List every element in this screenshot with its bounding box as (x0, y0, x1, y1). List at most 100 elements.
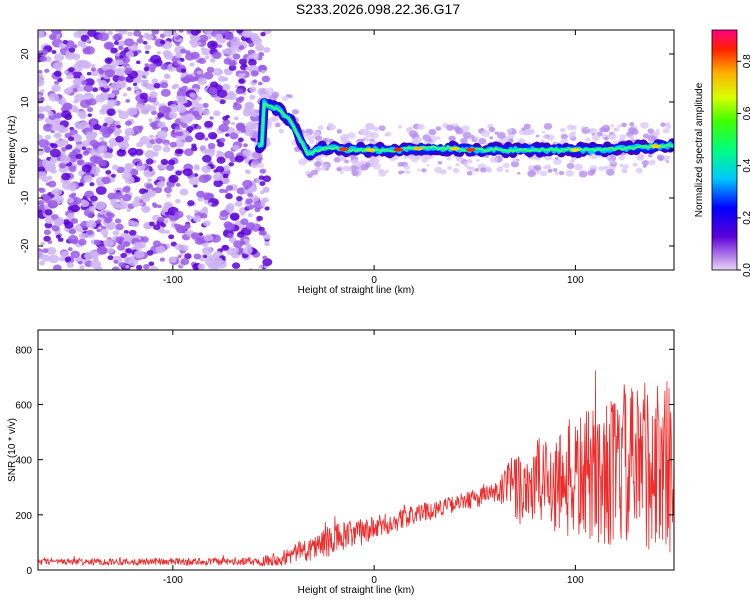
noise-blob (113, 33, 123, 41)
noise-blob (113, 259, 119, 264)
haze-blob (364, 122, 374, 130)
noise-blob (178, 95, 185, 101)
noise-blob (108, 144, 114, 149)
noise-blob (50, 30, 62, 35)
spectrogram-plot-area (38, 30, 674, 270)
noise-blob (238, 45, 245, 51)
noise-blob (52, 188, 62, 196)
noise-blob (55, 133, 61, 137)
noise-blob (43, 105, 53, 113)
noise-blob (133, 86, 140, 91)
noise-blob (118, 141, 130, 150)
noise-blob (38, 78, 45, 87)
noise-blob (224, 96, 229, 100)
noise-blob (209, 81, 219, 88)
noise-blob (113, 40, 119, 45)
haze-blob (589, 128, 594, 132)
noise-blob (237, 137, 244, 143)
noise-blob (44, 217, 54, 224)
haze-blob (428, 128, 437, 136)
noise-blob (140, 105, 147, 110)
noise-blob (143, 223, 152, 230)
noise-blob (240, 212, 245, 216)
noise-blob (236, 30, 243, 34)
noise-blob (189, 62, 195, 67)
noise-blob (232, 247, 240, 254)
noise-blob (172, 100, 178, 105)
noise-blob (218, 188, 225, 194)
noise-blob (222, 119, 231, 126)
x-tick-label: -100 (163, 275, 183, 286)
noise-blob (168, 234, 175, 240)
noise-blob (80, 75, 85, 79)
noise-blob (189, 92, 196, 98)
noise-blob (176, 104, 187, 113)
noise-blob (203, 254, 208, 259)
noise-blob (48, 254, 60, 264)
haze-blob (610, 124, 615, 128)
noise-blob (212, 68, 223, 76)
haze-blob (554, 171, 559, 176)
noise-blob (111, 266, 120, 270)
noise-blob (151, 110, 157, 116)
noise-blob (93, 123, 102, 131)
haze-blob (378, 125, 386, 131)
noise-blob (46, 247, 57, 255)
noise-blob (235, 122, 246, 131)
haze-blob (361, 138, 365, 142)
noise-blob (112, 230, 120, 236)
noise-blob (187, 200, 195, 206)
noise-blob (73, 99, 79, 104)
noise-blob (219, 137, 226, 143)
noise-blob (193, 253, 201, 260)
noise-blob (175, 52, 182, 59)
noise-blob (213, 257, 223, 265)
noise-blob (192, 215, 202, 223)
noise-blob (126, 107, 138, 116)
noise-blob (225, 47, 236, 56)
noise-blob (115, 236, 125, 244)
noise-blob (96, 219, 102, 224)
noise-blob (198, 174, 210, 184)
haze-blob (315, 135, 323, 141)
noise-blob (107, 30, 113, 36)
noise-blob (157, 204, 162, 209)
noise-blob (47, 110, 54, 116)
noise-blob (264, 241, 270, 247)
noise-blob (89, 182, 95, 187)
haze-blob (453, 126, 461, 132)
haze-blob (591, 134, 600, 142)
noise-blob (148, 261, 155, 267)
noise-blob (105, 169, 112, 175)
noise-blob (54, 80, 60, 85)
haze-blob (251, 159, 260, 166)
noise-blob (203, 234, 214, 242)
noise-blob (51, 166, 56, 170)
noise-blob (222, 165, 230, 172)
noise-blob (188, 176, 200, 186)
noise-blob (100, 228, 109, 236)
noise-blob (259, 168, 267, 174)
noise-blob (202, 109, 210, 116)
haze-blob (421, 157, 428, 163)
noise-blob (152, 240, 162, 248)
noise-blob (135, 90, 141, 95)
noise-blob (89, 139, 99, 147)
haze-blob (559, 127, 566, 133)
noise-blob (229, 132, 239, 140)
noise-blob (59, 155, 71, 164)
noise-blob (184, 52, 196, 61)
haze-blob (397, 161, 404, 167)
noise-blob (141, 74, 147, 79)
noise-blob (114, 120, 121, 126)
noise-blob (218, 123, 229, 133)
x-tick-label: 0 (371, 275, 377, 286)
noise-blob (163, 52, 174, 60)
noise-blob (78, 59, 90, 69)
noise-blob (89, 155, 100, 164)
haze-blob (558, 170, 565, 176)
noise-blob (78, 232, 87, 240)
noise-blob (84, 78, 95, 87)
noise-blob (155, 245, 166, 254)
